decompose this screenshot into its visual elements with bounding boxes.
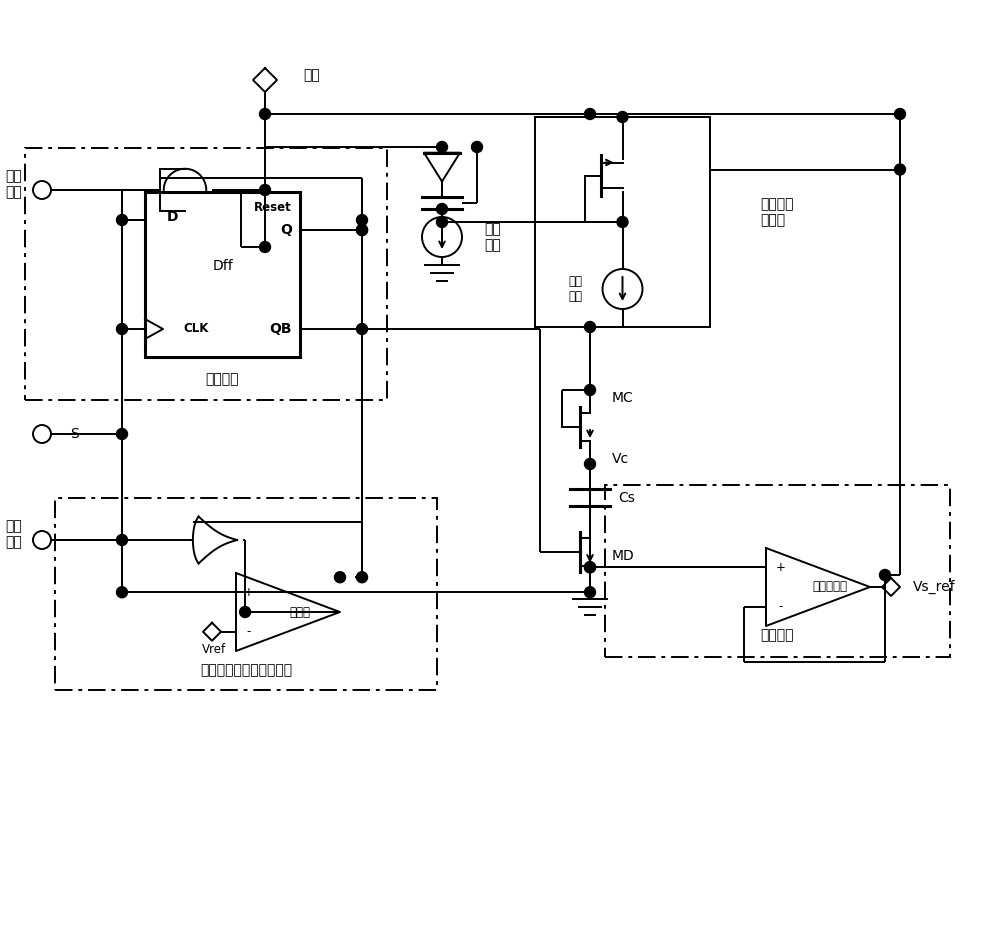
Text: Vc: Vc — [612, 452, 629, 466]
Text: Q: Q — [280, 223, 292, 237]
Circle shape — [584, 586, 596, 598]
Circle shape — [617, 216, 628, 228]
Circle shape — [260, 185, 270, 195]
Circle shape — [116, 586, 128, 598]
Circle shape — [116, 214, 128, 226]
Text: -: - — [247, 625, 251, 638]
Text: CLK: CLK — [183, 323, 208, 335]
Text: 运算放大器: 运算放大器 — [812, 581, 847, 593]
Text: 软启动过程结束判断电路: 软启动过程结束判断电路 — [200, 663, 292, 677]
Text: 电源: 电源 — [303, 68, 320, 82]
Circle shape — [895, 109, 906, 120]
Circle shape — [895, 164, 906, 175]
Text: +: + — [776, 561, 785, 574]
Circle shape — [356, 324, 368, 334]
Circle shape — [436, 142, 448, 152]
Circle shape — [116, 428, 128, 440]
Bar — [145, 192, 300, 357]
Bar — [535, 117, 710, 327]
Circle shape — [436, 204, 448, 214]
Text: Vref: Vref — [202, 644, 226, 656]
Text: 充电
电流: 充电 电流 — [568, 275, 582, 303]
Circle shape — [334, 572, 346, 583]
Text: MD: MD — [612, 549, 635, 564]
Circle shape — [472, 142, 482, 152]
Text: S: S — [70, 427, 79, 441]
Circle shape — [584, 385, 596, 395]
Circle shape — [584, 109, 596, 120]
Circle shape — [260, 109, 270, 120]
Circle shape — [880, 569, 891, 581]
Circle shape — [584, 562, 596, 573]
Circle shape — [116, 324, 128, 334]
Text: 充电电流
发生器: 充电电流 发生器 — [760, 197, 794, 228]
Circle shape — [617, 111, 628, 123]
Circle shape — [356, 225, 368, 235]
Circle shape — [356, 225, 368, 235]
Circle shape — [356, 572, 368, 583]
Circle shape — [116, 534, 128, 545]
Text: Reset: Reset — [254, 201, 292, 213]
Text: 限流电路: 限流电路 — [761, 628, 794, 642]
Circle shape — [356, 214, 368, 226]
Text: Dff: Dff — [212, 260, 233, 273]
Circle shape — [436, 216, 448, 228]
Text: 复位
信号: 复位 信号 — [6, 169, 22, 199]
Text: 偏置
电流: 偏置 电流 — [484, 222, 501, 252]
Circle shape — [584, 459, 596, 469]
Text: D: D — [167, 210, 178, 224]
Text: 比较器: 比较器 — [290, 605, 310, 619]
Circle shape — [584, 562, 596, 573]
Circle shape — [240, 606, 251, 618]
Text: -: - — [778, 601, 783, 613]
Text: Vs_ref: Vs_ref — [913, 580, 956, 594]
Circle shape — [584, 322, 596, 332]
Text: Cs: Cs — [618, 490, 635, 505]
Text: MC: MC — [612, 391, 634, 405]
Text: 关断电路: 关断电路 — [206, 372, 239, 386]
Text: 使能
信号: 使能 信号 — [6, 519, 22, 549]
Text: QB: QB — [270, 322, 292, 336]
Text: +: + — [244, 585, 254, 599]
Circle shape — [260, 242, 270, 252]
